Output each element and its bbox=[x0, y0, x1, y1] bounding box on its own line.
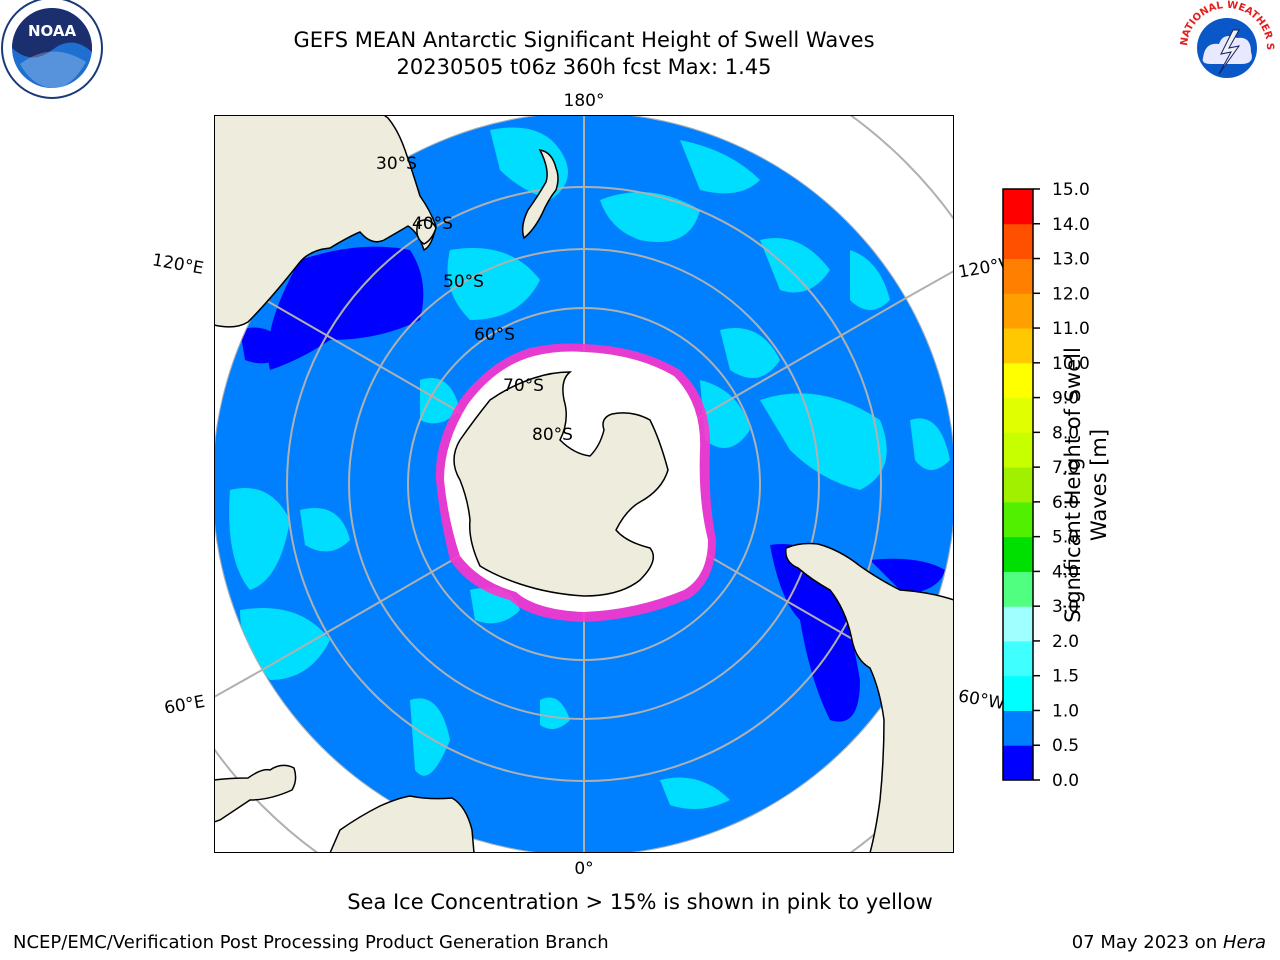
colorbar-tick-label: 6.0 bbox=[1052, 493, 1079, 513]
colorbar-tick-label: 1.0 bbox=[1052, 701, 1079, 721]
lat-label-30s: 30°S bbox=[376, 154, 417, 174]
colorbar-tick-label: 8.0 bbox=[1052, 423, 1079, 443]
land-south-america bbox=[785, 542, 954, 853]
run-host: Hera bbox=[1222, 932, 1266, 953]
chart-title: GEFS MEAN Antarctic Significant Height o… bbox=[293, 28, 875, 52]
colorbar-segment bbox=[1003, 710, 1033, 746]
colorbar-segment bbox=[1003, 640, 1033, 677]
land-africa bbox=[214, 764, 297, 823]
credit-text: NCEP/EMC/Verification Post Processing Pr… bbox=[13, 932, 609, 953]
land-australia bbox=[214, 115, 437, 328]
noaa-logo: NOAA bbox=[1, 0, 103, 99]
colorbar-frame bbox=[1002, 188, 1034, 781]
colorbar-tick-label: 4.0 bbox=[1052, 562, 1079, 582]
colorbar-tick-label: 7.0 bbox=[1052, 458, 1079, 478]
colorbar-tick-label: 9.0 bbox=[1052, 389, 1079, 409]
chart-subtitle: 20230505 t06z 360h fcst Max: 1.45 bbox=[396, 55, 772, 79]
land-new-zealand bbox=[521, 149, 559, 240]
land-tasmania bbox=[416, 219, 437, 245]
colorbar-tick-label: 0.5 bbox=[1052, 736, 1079, 756]
colorbar-segment bbox=[1003, 328, 1033, 364]
colorbar-tick-label: 1.5 bbox=[1052, 667, 1079, 687]
lat-label-80s: 80°S bbox=[532, 425, 573, 445]
colorbar-segment bbox=[1003, 397, 1033, 433]
sea-ice-note: Sea Ice Concentration > 15% is shown in … bbox=[347, 890, 933, 914]
colorbar-segment bbox=[1003, 501, 1033, 538]
colorbar-segment bbox=[1003, 745, 1033, 781]
colorbar-tick-label: 0.0 bbox=[1052, 771, 1079, 791]
noaa-logo-text: NOAA bbox=[28, 22, 77, 40]
land-antarctica bbox=[453, 371, 669, 597]
colorbar-segment bbox=[1003, 675, 1033, 711]
colorbar-tick-label: 3.0 bbox=[1052, 597, 1079, 617]
colorbar-tick-label: 10.0 bbox=[1052, 354, 1090, 374]
colorbar-segment bbox=[1003, 189, 1033, 225]
lat-label-70s: 70°S bbox=[503, 376, 544, 396]
run-date-text: 07 May 2023 on bbox=[1071, 932, 1223, 953]
colorbar-tick-label: 11.0 bbox=[1052, 319, 1090, 339]
lat-label-50s: 50°S bbox=[443, 272, 484, 292]
land-africa-south bbox=[329, 795, 475, 853]
lon-label-bottom: 0° bbox=[574, 859, 593, 879]
colorbar-label: Significant Height of Swell Waves [m] bbox=[1061, 347, 1111, 623]
colorbar-segment bbox=[1003, 293, 1033, 329]
colorbar-segment bbox=[1003, 606, 1033, 642]
colorbar-tick-label: 2.0 bbox=[1052, 632, 1079, 652]
lon-label-top: 180° bbox=[564, 91, 605, 111]
colorbar-segment bbox=[1003, 571, 1033, 607]
run-date: 07 May 2023 on Hera bbox=[1072, 932, 1266, 953]
colorbar-segment bbox=[1003, 432, 1033, 468]
lat-label-60s: 60°S bbox=[474, 325, 515, 345]
colorbar-tick-label: 14.0 bbox=[1052, 215, 1090, 235]
colorbar-segment bbox=[1003, 223, 1033, 260]
colorbar-tick-label: 12.0 bbox=[1052, 284, 1090, 304]
colorbar-segment bbox=[1003, 536, 1033, 572]
nws-logo: NATIONAL WEATHER SERVICE bbox=[1175, 0, 1275, 94]
colorbar-tick-label: 13.0 bbox=[1052, 250, 1090, 270]
colorbar-segment bbox=[1003, 467, 1033, 503]
lat-label-40s: 40°S bbox=[412, 214, 453, 234]
colorbar-segment bbox=[1003, 362, 1033, 399]
colorbar-tick-label: 15.0 bbox=[1052, 180, 1090, 200]
colorbar-segment bbox=[1003, 258, 1033, 294]
colorbar-tick-label: 5.0 bbox=[1052, 528, 1079, 548]
